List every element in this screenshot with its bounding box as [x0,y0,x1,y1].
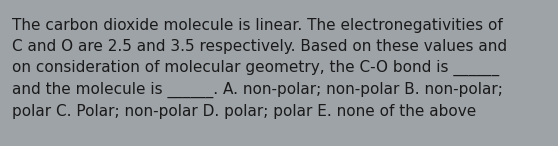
Text: The carbon dioxide molecule is linear. The electronegativities of
C and O are 2.: The carbon dioxide molecule is linear. T… [12,18,507,119]
